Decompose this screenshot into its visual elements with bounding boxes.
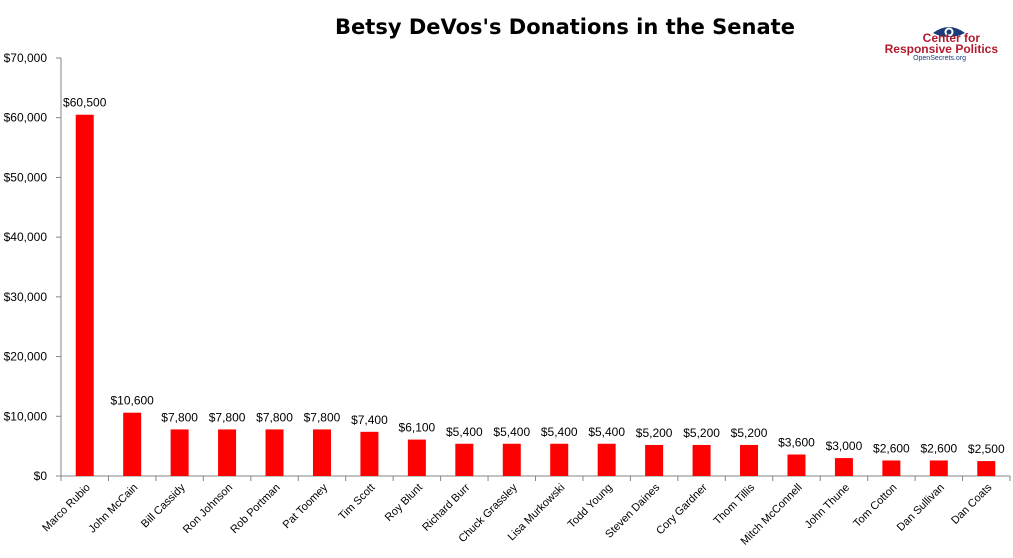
y-tick-label: $0 bbox=[34, 469, 48, 483]
bar-value-label: $5,400 bbox=[588, 425, 625, 439]
logo-line-3: OpenSecrets.org bbox=[913, 55, 966, 62]
bar-value-label: $7,400 bbox=[351, 413, 388, 427]
y-tick-label: $20,000 bbox=[4, 350, 48, 364]
y-tick-label: $60,000 bbox=[4, 111, 48, 125]
crp-logo: Center for Responsive Politics OpenSecre… bbox=[884, 24, 1006, 64]
bar-value-label: $7,800 bbox=[161, 410, 198, 424]
bar-value-label: $6,100 bbox=[399, 421, 436, 435]
category-label: John McCain bbox=[86, 482, 140, 536]
category-label: Dan Coats bbox=[949, 481, 995, 527]
bar-value-label: $5,400 bbox=[446, 425, 483, 439]
bar bbox=[218, 429, 237, 476]
bar-value-label: $5,200 bbox=[683, 426, 720, 440]
bar-value-label: $3,000 bbox=[826, 439, 863, 453]
category-label: Pat Toomey bbox=[281, 481, 331, 531]
category-label: Cory Gardner bbox=[654, 481, 710, 537]
bar bbox=[502, 443, 521, 476]
labels: $60,500 Marco Rubio $10,600 John McCain $7,8… bbox=[40, 96, 1005, 548]
y-tick-label: $50,000 bbox=[4, 170, 48, 184]
bar bbox=[740, 444, 759, 476]
category-label: Tom Cotton bbox=[851, 482, 899, 530]
bar bbox=[407, 439, 426, 476]
logo-line-1: Center for bbox=[922, 31, 980, 45]
category-label: Dan Sullivan bbox=[895, 482, 947, 534]
category-label: Thom Tillis bbox=[711, 481, 757, 527]
eye-logo-icon bbox=[933, 27, 965, 37]
bar bbox=[312, 429, 331, 476]
bar bbox=[597, 443, 616, 476]
bar bbox=[550, 443, 569, 476]
bar bbox=[75, 114, 94, 476]
bar bbox=[692, 444, 711, 476]
bar bbox=[977, 461, 996, 476]
bar-value-label: $2,600 bbox=[873, 441, 910, 455]
bar-value-label: $10,600 bbox=[110, 394, 154, 408]
bar bbox=[929, 460, 948, 476]
axes: $0 $10,000 $20,000 $30,000 $40,000 $50,000 $60… bbox=[4, 51, 1011, 483]
category-label: Roy Blunt bbox=[383, 482, 425, 524]
bar bbox=[834, 458, 853, 476]
bar bbox=[265, 429, 284, 476]
bar bbox=[123, 412, 142, 476]
bar-value-label: $5,400 bbox=[493, 425, 530, 439]
chart-title: Betsy DeVos's Donations in the Senate bbox=[335, 15, 795, 39]
bar-value-label: $5,200 bbox=[731, 426, 768, 440]
category-label: Rob Portman bbox=[228, 482, 282, 536]
bar-value-label: $7,800 bbox=[304, 410, 341, 424]
bar-value-label: $2,500 bbox=[968, 442, 1005, 456]
category-label: Marco Rubio bbox=[40, 482, 93, 535]
category-label: Tim Scott bbox=[337, 482, 378, 523]
bar-value-label: $7,800 bbox=[256, 410, 293, 424]
bar-value-label: $5,400 bbox=[541, 425, 578, 439]
y-tick-label: $70,000 bbox=[4, 51, 48, 65]
bar bbox=[645, 444, 664, 476]
bars bbox=[75, 114, 996, 476]
y-tick-label: $30,000 bbox=[4, 290, 48, 304]
y-tick-label: $40,000 bbox=[4, 230, 48, 244]
bar bbox=[455, 443, 474, 476]
bar-value-label: $2,600 bbox=[920, 441, 957, 455]
category-label: Richard Burr bbox=[420, 481, 472, 533]
bar bbox=[360, 431, 379, 476]
bar bbox=[170, 429, 189, 476]
bar bbox=[787, 454, 806, 476]
bar bbox=[882, 460, 901, 476]
category-label: Ron Johnson bbox=[181, 482, 235, 536]
y-tick-label: $10,000 bbox=[4, 409, 48, 423]
bar-value-label: $5,200 bbox=[636, 426, 673, 440]
logo-line-2: Responsive Politics bbox=[884, 42, 998, 56]
category-label: Todd Young bbox=[566, 482, 615, 531]
bar-value-label: $3,600 bbox=[778, 436, 815, 450]
category-label: John Thune bbox=[803, 482, 852, 531]
category-label: Bill Cassidy bbox=[139, 481, 188, 530]
bar-value-label: $60,500 bbox=[63, 96, 107, 110]
bar-value-label: $7,800 bbox=[209, 410, 246, 424]
